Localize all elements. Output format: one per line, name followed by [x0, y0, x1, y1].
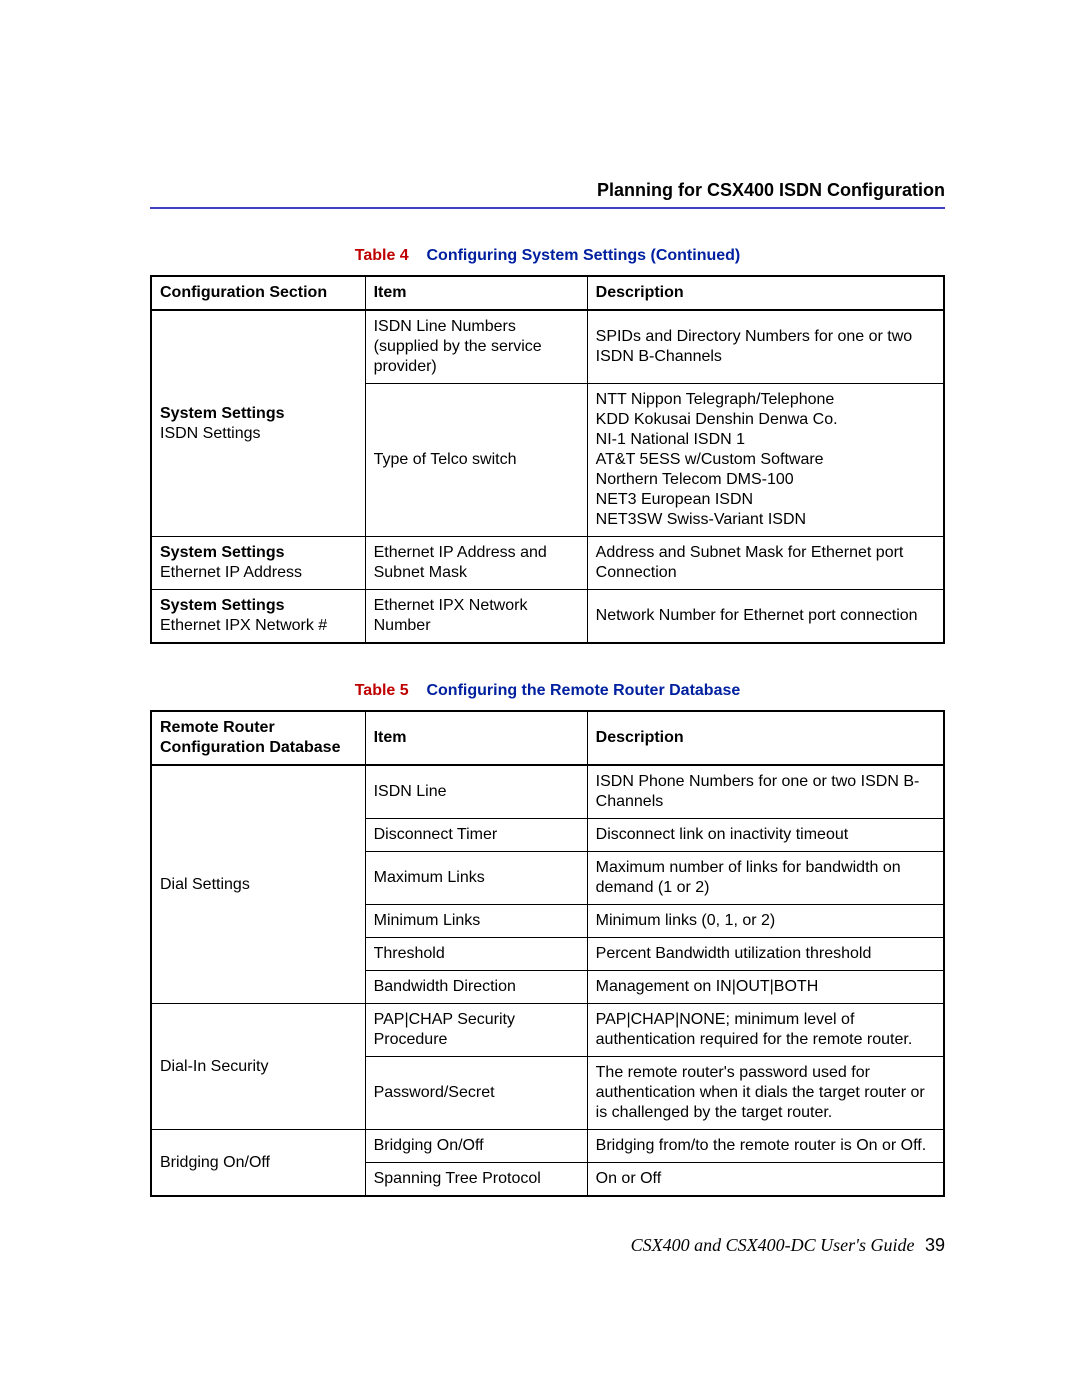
t5-g2-r2-item: Password/Secret [365, 1057, 587, 1130]
t5-g1-r6-desc: Management on IN|OUT|BOTH [587, 971, 944, 1004]
t5-g1-r3-item: Maximum Links [365, 852, 587, 905]
t4-r2-desc: NTT Nippon Telegraph/Telephone KDD Kokus… [587, 384, 944, 537]
table4-caption-prefix: Table 4 [355, 247, 409, 264]
t5-g1-r3-desc: Maximum number of links for bandwidth on… [587, 852, 944, 905]
page-footer: CSX400 and CSX400-DC User's Guide 39 [150, 1235, 945, 1256]
t5-g1-r6-item: Bandwidth Direction [365, 971, 587, 1004]
t4-h1: Configuration Section [151, 276, 365, 310]
t5-g1-r1-item: ISDN Line [365, 765, 587, 819]
table5-caption-prefix: Table 5 [355, 682, 409, 699]
table5-header-row: Remote Router Configuration Database Ite… [151, 711, 944, 765]
t5-g3-r1-item: Bridging On/Off [365, 1130, 587, 1163]
t4-r1-section: System Settings ISDN Settings [151, 310, 365, 537]
t4-r1-item: ISDN Line Numbers (supplied by the servi… [365, 310, 587, 384]
t5-h1: Remote Router Configuration Database [151, 711, 365, 765]
table-row: Bridging On/Off Bridging On/Off Bridging… [151, 1130, 944, 1163]
section-bold: System Settings [160, 596, 357, 616]
t5-g1-r4-desc: Minimum links (0, 1, or 2) [587, 905, 944, 938]
t4-r3-section: System Settings Ethernet IP Address [151, 537, 365, 590]
table4-caption: Table 4 Configuring System Settings (Con… [150, 247, 945, 265]
t5-g1-r2-desc: Disconnect link on inactivity timeout [587, 819, 944, 852]
table4-header-row: Configuration Section Item Description [151, 276, 944, 310]
table-row: Dial-In Security PAP|CHAP Security Proce… [151, 1004, 944, 1057]
page-header: Planning for CSX400 ISDN Configuration [150, 180, 945, 209]
t5-g3-r2-item: Spanning Tree Protocol [365, 1163, 587, 1197]
t5-h3: Description [587, 711, 944, 765]
section-bold: System Settings [160, 404, 357, 424]
t5-g2-r1-desc: PAP|CHAP|NONE; minimum level of authenti… [587, 1004, 944, 1057]
t5-g3-r2-desc: On or Off [587, 1163, 944, 1197]
table-row: Dial Settings ISDN Line ISDN Phone Numbe… [151, 765, 944, 819]
table5-caption: Table 5 Configuring the Remote Router Da… [150, 682, 945, 700]
footer-text: CSX400 and CSX400-DC User's Guide [631, 1235, 915, 1255]
t5-g2-section: Dial-In Security [151, 1004, 365, 1130]
t5-g1-r5-desc: Percent Bandwidth utilization threshold [587, 938, 944, 971]
t5-g1-r5-item: Threshold [365, 938, 587, 971]
page-number: 39 [925, 1235, 945, 1255]
table5: Remote Router Configuration Database Ite… [150, 710, 945, 1197]
t4-r2-item: Type of Telco switch [365, 384, 587, 537]
t5-h2: Item [365, 711, 587, 765]
section-rest: Ethernet IP Address [160, 563, 357, 583]
t4-r4-section: System Settings Ethernet IPX Network # [151, 590, 365, 644]
section-bold: System Settings [160, 543, 357, 563]
t5-g1-r2-item: Disconnect Timer [365, 819, 587, 852]
t4-r4-item: Ethernet IPX Network Number [365, 590, 587, 644]
t5-g3-r1-desc: Bridging from/to the remote router is On… [587, 1130, 944, 1163]
section-rest: ISDN Settings [160, 424, 357, 444]
t4-r3-desc: Address and Subnet Mask for Ethernet por… [587, 537, 944, 590]
section-rest: Ethernet IPX Network # [160, 616, 357, 636]
t4-h2: Item [365, 276, 587, 310]
t4-h3: Description [587, 276, 944, 310]
t5-g1-section: Dial Settings [151, 765, 365, 1004]
table5-caption-title: Configuring the Remote Router Database [426, 682, 740, 699]
t4-r4-desc: Network Number for Ethernet port connect… [587, 590, 944, 644]
t5-g2-r1-item: PAP|CHAP Security Procedure [365, 1004, 587, 1057]
t5-g3-section: Bridging On/Off [151, 1130, 365, 1197]
table-row: System Settings Ethernet IPX Network # E… [151, 590, 944, 644]
table4: Configuration Section Item Description S… [150, 275, 945, 644]
t4-r1-desc: SPIDs and Directory Numbers for one or t… [587, 310, 944, 384]
t5-g1-r4-item: Minimum Links [365, 905, 587, 938]
t5-g1-r1-desc: ISDN Phone Numbers for one or two ISDN B… [587, 765, 944, 819]
table-row: System Settings Ethernet IP Address Ethe… [151, 537, 944, 590]
table4-caption-title: Configuring System Settings (Continued) [426, 247, 740, 264]
table-row: System Settings ISDN Settings ISDN Line … [151, 310, 944, 384]
t5-g2-r2-desc: The remote router's password used for au… [587, 1057, 944, 1130]
t4-r3-item: Ethernet IP Address and Subnet Mask [365, 537, 587, 590]
